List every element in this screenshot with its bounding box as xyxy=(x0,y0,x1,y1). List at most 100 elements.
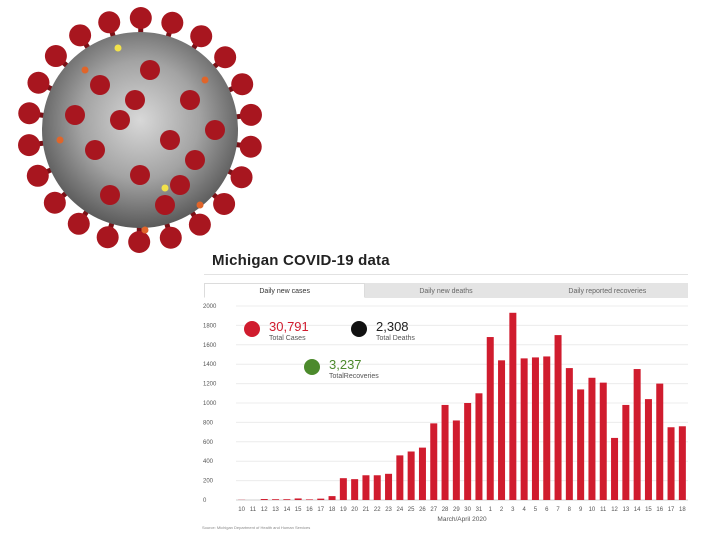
chart-tabs: Daily new cases Daily new deaths Daily r… xyxy=(204,283,688,298)
virus-spike xyxy=(43,191,66,214)
bar-36[interactable] xyxy=(644,399,652,500)
bar-34[interactable] xyxy=(622,404,630,500)
bar-17[interactable] xyxy=(430,423,438,500)
bar-14[interactable] xyxy=(396,455,404,500)
total-deaths-stat: 2,308 Total Deaths xyxy=(351,320,415,342)
x-tick-label: 20 xyxy=(351,507,358,513)
bar-21[interactable] xyxy=(475,393,483,500)
virus-spike xyxy=(129,7,152,30)
x-tick-label: 11 xyxy=(250,507,257,513)
bar-25[interactable] xyxy=(520,358,528,500)
bar-12[interactable] xyxy=(373,475,381,500)
x-tick-label: 4 xyxy=(522,507,526,513)
y-tick-label: 1200 xyxy=(203,382,217,388)
x-tick-label: 9 xyxy=(579,507,583,513)
virus-surface-protein xyxy=(110,110,130,130)
daily-cases-bar-chart: 0 200 400 600 800 1000 1200 1400 1600 1800 2000 10… xyxy=(202,304,688,530)
virus-surface-protein xyxy=(205,120,225,140)
tab-daily-reported-recoveries[interactable]: Daily reported recoveries xyxy=(526,283,688,298)
bar-10[interactable] xyxy=(351,479,359,500)
total-recoveries-stat: 3,237 TotalRecoveries xyxy=(304,358,379,380)
virus-detail-dot xyxy=(161,184,169,192)
bar-28[interactable] xyxy=(554,335,562,500)
y-tick-label: 200 xyxy=(203,479,214,485)
bar-6[interactable] xyxy=(305,499,313,500)
virus-surface-protein xyxy=(85,140,105,160)
x-tick-label: 11 xyxy=(600,507,607,513)
virus-spike xyxy=(96,226,119,249)
bar-3[interactable] xyxy=(272,499,280,500)
bar-27[interactable] xyxy=(543,356,551,500)
total-cases-value: 30,791 xyxy=(269,319,309,334)
title-divider xyxy=(204,274,688,275)
x-tick-label: 17 xyxy=(317,507,324,513)
virus-spike xyxy=(67,212,90,235)
x-tick-label: 10 xyxy=(589,507,596,513)
x-tick-label: 30 xyxy=(464,507,471,513)
bar-5[interactable] xyxy=(294,498,302,500)
y-tick-label: 400 xyxy=(203,459,214,465)
bar-29[interactable] xyxy=(565,368,573,500)
x-tick-label: 6 xyxy=(545,507,549,513)
bar-2[interactable] xyxy=(260,499,268,500)
total-deaths-label: Total Deaths xyxy=(376,335,415,342)
virus-surface-protein xyxy=(155,195,175,215)
bar-33[interactable] xyxy=(611,437,619,500)
bar-16[interactable] xyxy=(418,447,426,500)
coronavirus-illustration xyxy=(18,7,262,253)
x-tick-label: 27 xyxy=(430,507,437,513)
virus-spike xyxy=(27,71,50,94)
x-tick-label: 5 xyxy=(534,507,538,513)
bar-22[interactable] xyxy=(486,337,494,500)
x-tick-label: 16 xyxy=(656,507,663,513)
virus-surface-protein xyxy=(185,150,205,170)
x-tick-label: 12 xyxy=(611,507,618,513)
bar-23[interactable] xyxy=(498,360,506,500)
virus-spike xyxy=(98,11,121,34)
y-tick-label: 1600 xyxy=(203,343,217,349)
bar-31[interactable] xyxy=(588,377,596,500)
bar-7[interactable] xyxy=(317,498,325,500)
bar-18[interactable] xyxy=(441,404,449,500)
virus-detail-dot xyxy=(201,76,209,84)
bar-20[interactable] xyxy=(464,403,472,500)
x-tick-label: 13 xyxy=(272,507,279,513)
virus-spike xyxy=(161,11,184,34)
bar-13[interactable] xyxy=(385,473,393,500)
chart-title: Michigan COVID-19 data xyxy=(212,252,390,269)
bar-15[interactable] xyxy=(407,451,415,501)
bar-19[interactable] xyxy=(452,420,460,500)
virus-spike xyxy=(190,25,213,48)
bar-37[interactable] xyxy=(656,383,664,500)
bar-24[interactable] xyxy=(509,312,517,500)
bar-11[interactable] xyxy=(362,475,370,500)
virus-spike xyxy=(213,192,236,215)
x-tick-label: 7 xyxy=(556,507,560,513)
bar-8[interactable] xyxy=(328,496,336,500)
x-tick-label: 1 xyxy=(489,507,493,513)
x-tick-label: 3 xyxy=(511,507,515,513)
virus-detail-dot xyxy=(81,66,89,74)
y-tick-label: 2000 xyxy=(203,304,217,310)
source-note: Source: Michigan Department of Health an… xyxy=(202,525,310,530)
x-tick-label: 17 xyxy=(668,507,675,513)
virus-surface-protein xyxy=(90,75,110,95)
bar-39[interactable] xyxy=(678,426,686,500)
tab-daily-new-cases[interactable]: Daily new cases xyxy=(204,283,366,298)
bar-26[interactable] xyxy=(531,357,539,500)
bar-4[interactable] xyxy=(283,499,291,500)
total-deaths-value: 2,308 xyxy=(376,319,409,334)
bar-30[interactable] xyxy=(577,389,585,500)
virus-surface-protein xyxy=(140,60,160,80)
bar-35[interactable] xyxy=(633,369,641,500)
virus-spike xyxy=(239,135,262,158)
virus-spike xyxy=(18,102,41,125)
x-tick-label: 23 xyxy=(385,507,392,513)
virus-surface-protein xyxy=(125,90,145,110)
bar-38[interactable] xyxy=(667,427,675,500)
bar-9[interactable] xyxy=(339,478,347,500)
tab-daily-new-deaths[interactable]: Daily new deaths xyxy=(365,283,527,298)
virus-surface-protein xyxy=(65,105,85,125)
virus-spike xyxy=(159,226,182,249)
bar-32[interactable] xyxy=(599,382,607,500)
